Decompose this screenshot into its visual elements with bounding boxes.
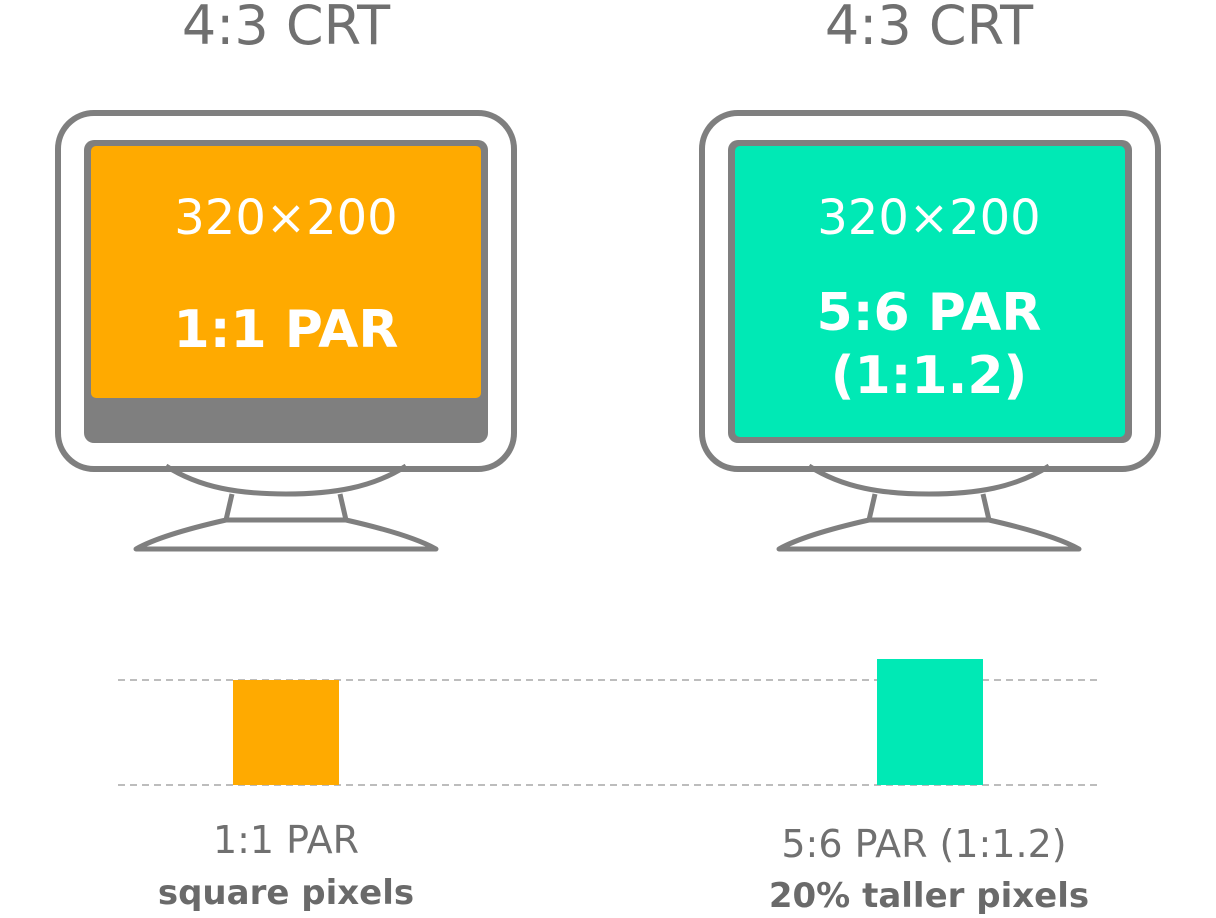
left-monitor-title: 4:3 CRT [182,0,391,57]
right-screen-par: 5:6 PAR [817,283,1042,343]
square-pixel [233,680,339,785]
right-screen-resolution: 320×200 [817,190,1040,246]
right-caption-description: 20% taller pixels [769,876,1089,916]
captions: 1:1 PAR square pixels 5:6 PAR (1:1.2) 20… [158,818,1089,916]
right-monitor: 4:3 CRT 320×200 5:6 PAR (1:1.2) [699,0,1161,552]
left-monitor-screen [91,146,481,398]
left-caption-par: 1:1 PAR [213,818,359,862]
left-screen-par: 1:1 PAR [174,300,399,360]
right-monitor-title: 4:3 CRT [825,0,1034,57]
right-screen-par-ratio: (1:1.2) [831,346,1028,406]
right-monitor-bezel [699,110,1161,472]
left-screen-resolution: 320×200 [174,190,397,246]
left-monitor-bezel [55,110,517,472]
pixel-comparison [118,659,1098,786]
right-monitor-screen [735,146,1125,437]
left-monitor-stand [133,463,439,552]
right-caption-par: 5:6 PAR (1:1.2) [781,822,1066,866]
left-caption-description: square pixels [158,873,414,913]
right-monitor-stand [776,463,1082,552]
left-monitor: 4:3 CRT 320×200 1:1 PAR [55,0,517,552]
tall-pixel [877,659,983,785]
